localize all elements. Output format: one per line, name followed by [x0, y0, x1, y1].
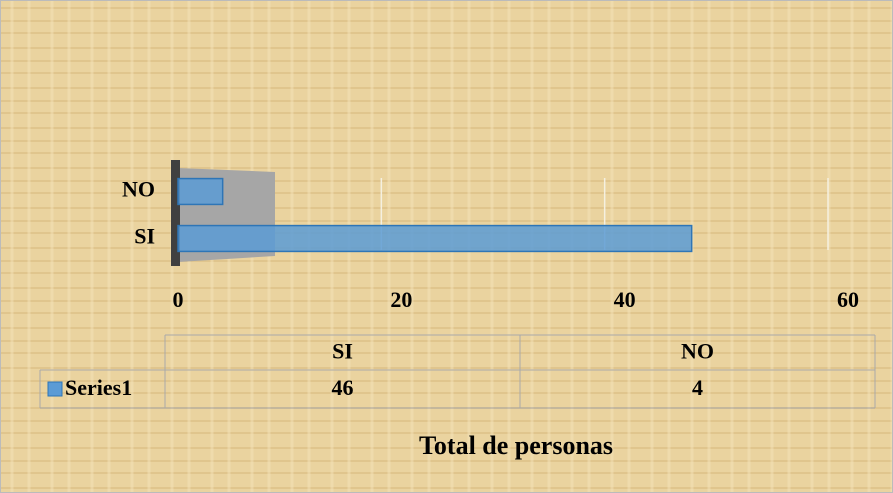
x-tick-label: 60 [837, 287, 859, 312]
axis-wall [171, 160, 180, 266]
bar [177, 177, 224, 206]
table-header: NO [681, 339, 714, 364]
table-header: SI [332, 339, 353, 364]
y-tick-label: NO [122, 177, 155, 202]
bar [177, 224, 693, 253]
chart-title: Total de personas [419, 431, 613, 460]
table-value: 4 [692, 375, 703, 400]
y-tick-label: SI [134, 224, 155, 249]
x-tick-label: 40 [614, 287, 636, 312]
x-tick-label: 20 [390, 287, 412, 312]
legend-swatch [47, 381, 63, 397]
legend-label: Series1 [65, 375, 132, 400]
x-tick-label: 0 [173, 287, 184, 312]
table-value: 46 [332, 375, 354, 400]
